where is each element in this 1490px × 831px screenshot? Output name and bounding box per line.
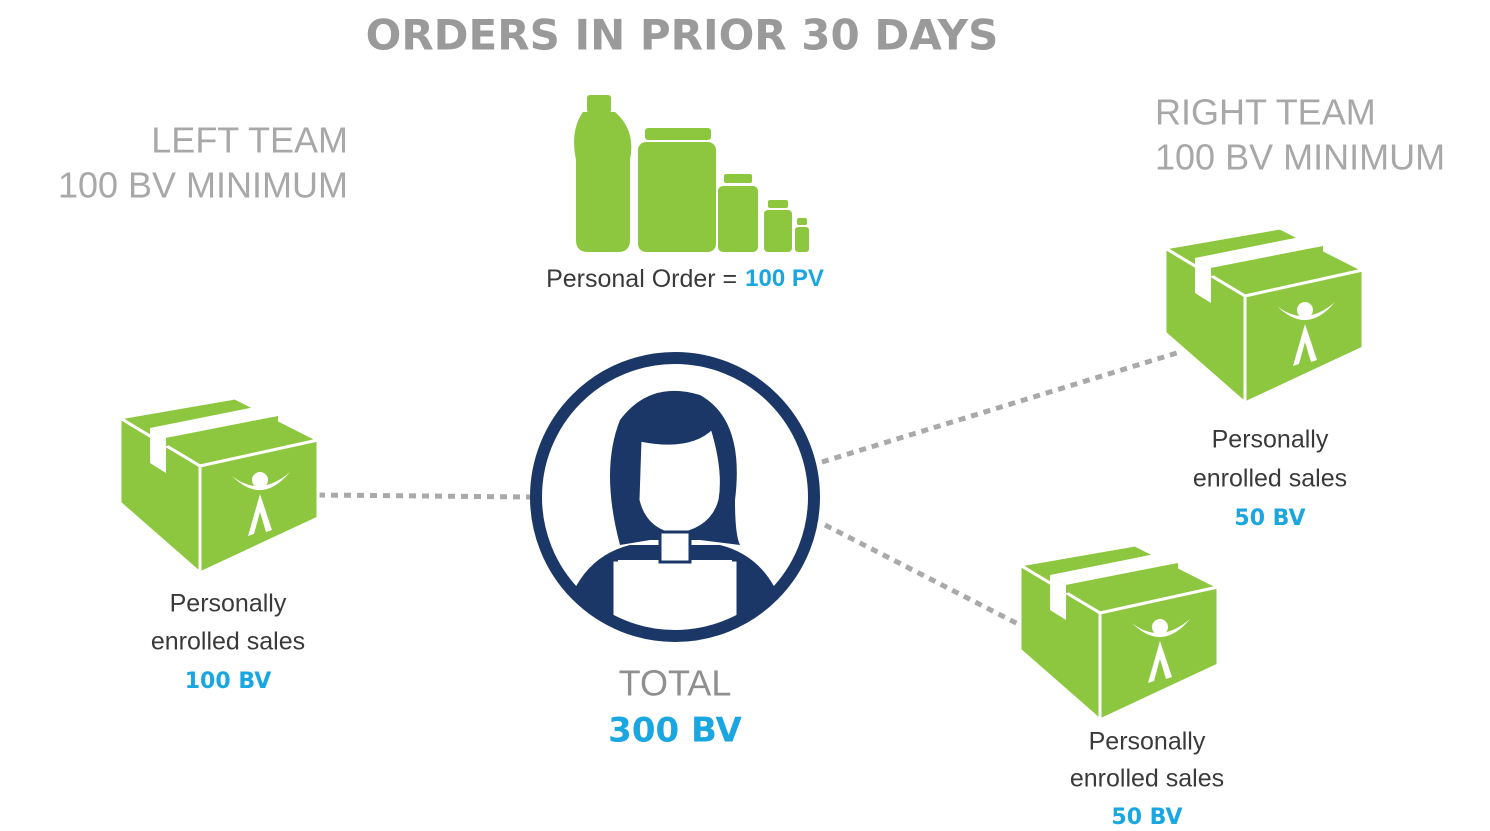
- connector: [318, 495, 530, 497]
- right-team-label: RIGHT TEAM: [1155, 92, 1376, 133]
- title: ORDERS IN PRIOR 30 DAYS: [366, 11, 999, 60]
- personal-order: Personal Order = 100 PV: [546, 265, 824, 293]
- infographic: ORDERS IN PRIOR 30 DAYS LEFT TEAM 100 BV…: [0, 0, 1490, 831]
- box-icon: [1165, 228, 1363, 403]
- connector: [822, 352, 1180, 462]
- page: ORDERS IN PRIOR 30 DAYS LEFT TEAM 100 BV…: [0, 0, 1490, 831]
- node-caption: Personally: [1212, 426, 1329, 454]
- node-caption: Personally: [1089, 728, 1206, 756]
- box-icon: [120, 398, 318, 573]
- node-caption: enrolled sales: [1193, 465, 1347, 493]
- box-icon: [1020, 545, 1218, 720]
- node-caption: Personally: [170, 590, 287, 618]
- person-icon: [536, 358, 814, 640]
- right-team-requirement: 100 BV MINIMUM: [1155, 137, 1445, 178]
- personal-order-label: Personal Order =: [546, 265, 737, 293]
- node-value: 50 BV: [1234, 506, 1305, 531]
- personal-order-value: 100 PV: [745, 265, 824, 292]
- total-value: 300 BV: [608, 711, 742, 751]
- product-icons: [574, 95, 809, 252]
- total-label: TOTAL: [619, 663, 732, 704]
- node-caption: enrolled sales: [1070, 765, 1224, 793]
- node-caption: enrolled sales: [151, 628, 305, 656]
- left-team-label: LEFT TEAM: [151, 120, 348, 161]
- node-value: 100 BV: [185, 669, 272, 694]
- connector: [825, 525, 1020, 625]
- node-value: 50 BV: [1111, 805, 1182, 830]
- left-team-requirement: 100 BV MINIMUM: [58, 165, 348, 206]
